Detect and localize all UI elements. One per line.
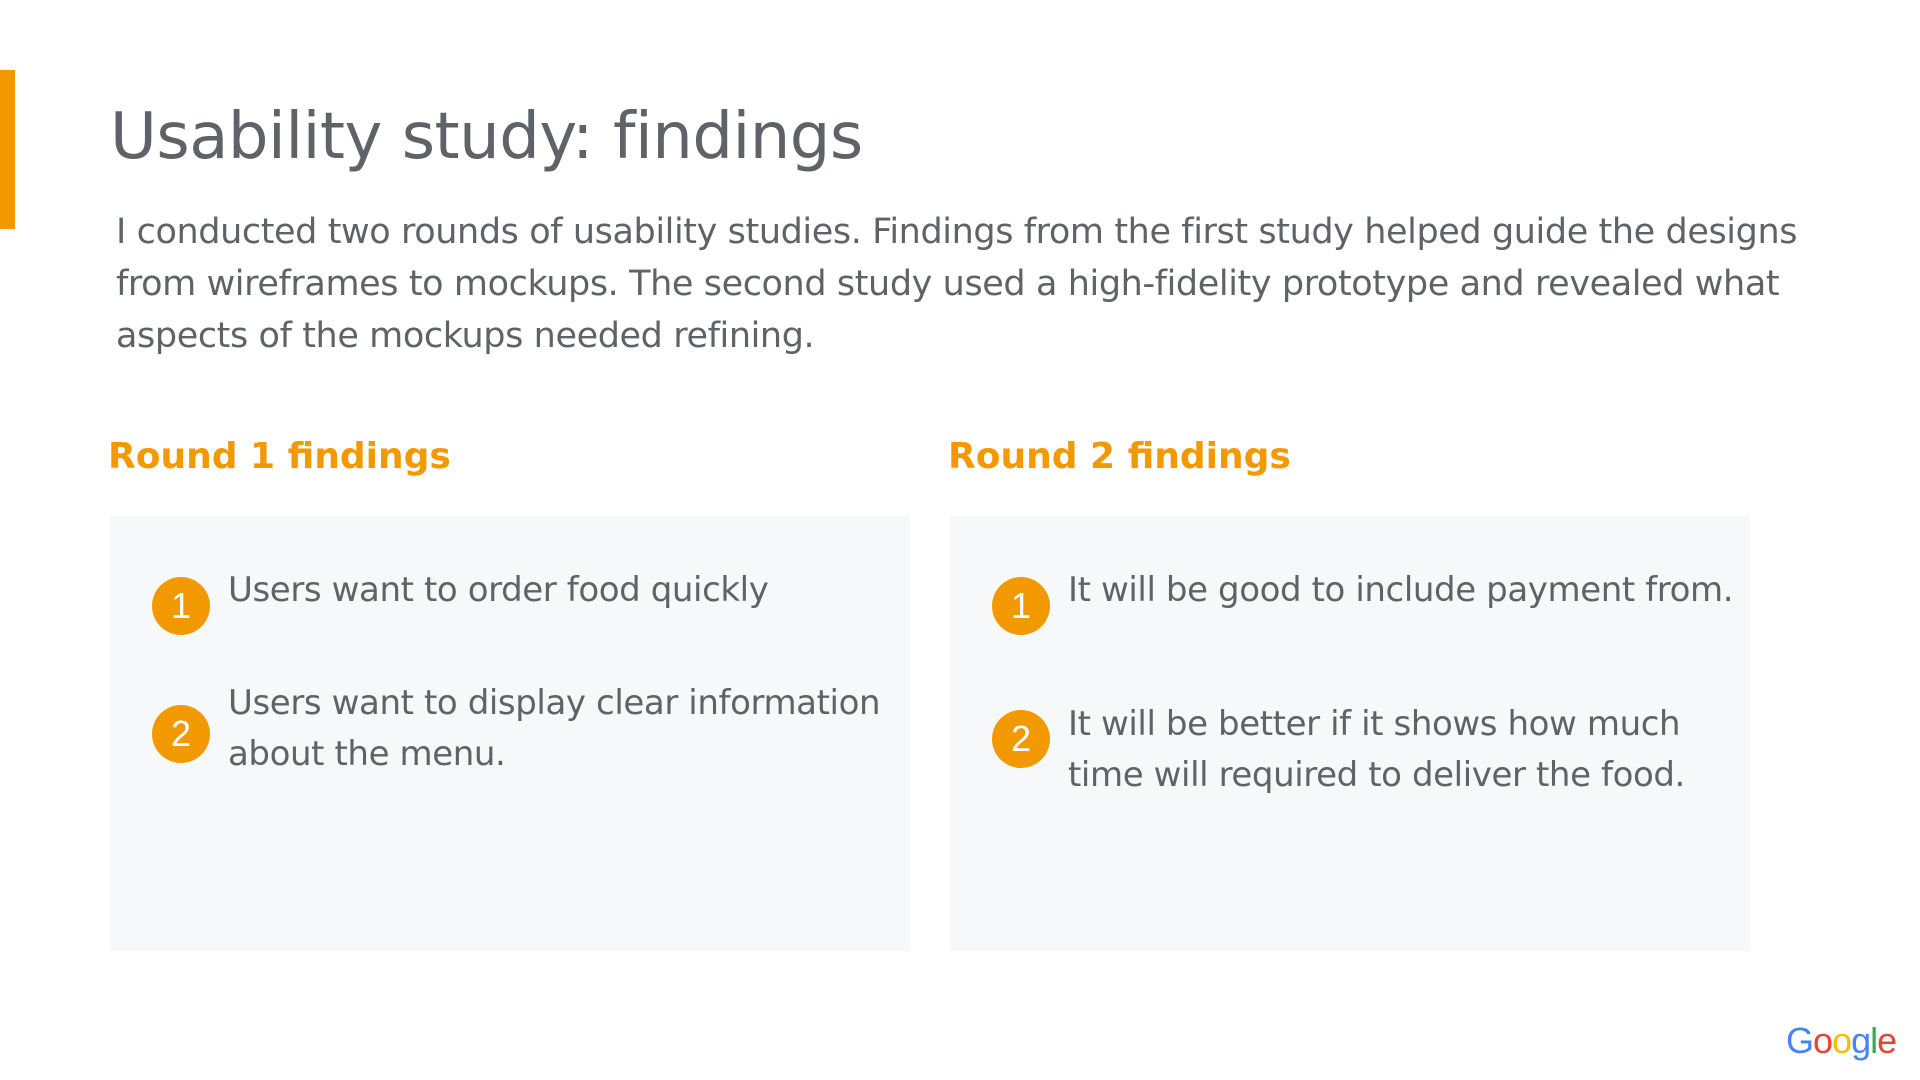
- logo-letter: e: [1877, 1020, 1897, 1061]
- logo-letter: o: [1813, 1020, 1833, 1061]
- intro-paragraph: I conducted two rounds of usability stud…: [116, 212, 1798, 356]
- round-1-panel: 1 Users want to order food quickly 2 Use…: [110, 515, 910, 951]
- number-badge: 2: [152, 705, 210, 763]
- logo-letter: G: [1786, 1020, 1814, 1061]
- round-1-heading: Round 1 findings: [108, 436, 451, 477]
- accent-bar: [0, 70, 15, 229]
- logo-letter: g: [1851, 1020, 1871, 1061]
- number-badge: 1: [992, 577, 1050, 635]
- number-badge: 2: [992, 710, 1050, 768]
- finding-text: It will be good to include payment from.: [1068, 570, 1734, 610]
- round-2-panel: 1 It will be good to include payment fro…: [950, 515, 1750, 951]
- number-badge: 1: [152, 577, 210, 635]
- finding-text: Users want to display clear information …: [228, 683, 881, 774]
- finding-text: Users want to order food quickly: [228, 570, 769, 610]
- page-title: Usability study: findings: [110, 100, 863, 174]
- logo-letter: o: [1832, 1020, 1852, 1061]
- google-logo: Google: [1786, 1020, 1897, 1062]
- logo-letter: l: [1870, 1020, 1878, 1061]
- round-2-heading: Round 2 findings: [948, 436, 1291, 477]
- finding-text: It will be better if it shows how much t…: [1068, 704, 1685, 795]
